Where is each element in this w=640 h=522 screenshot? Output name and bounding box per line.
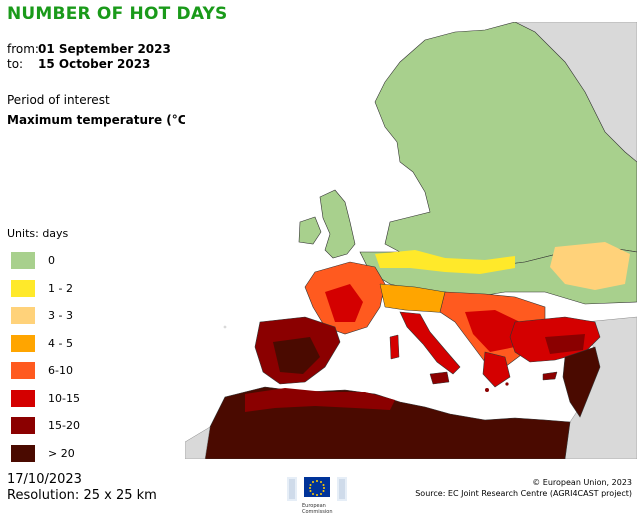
- legend-item: > 20: [7, 440, 80, 468]
- region-italy: [399, 311, 461, 375]
- region-greece: [482, 351, 511, 388]
- legend-swatch: [11, 362, 35, 380]
- region-maghreb-coast: [245, 388, 395, 412]
- legend-item: 1 - 2: [7, 275, 80, 303]
- island-dot: [223, 325, 227, 329]
- legend-label: 4 - 5: [48, 336, 73, 350]
- island-dot: [505, 382, 509, 386]
- legend-swatch: [11, 252, 35, 270]
- legend-label: 10-15: [48, 391, 80, 405]
- legend-item: 10-15: [7, 385, 80, 413]
- from-value: 01 September 2023: [38, 42, 171, 56]
- legend-label: 0: [48, 254, 55, 268]
- europe-map: [184, 21, 638, 460]
- legend-units: Units: days: [7, 227, 69, 240]
- legend: Units: days 0 1 - 2 3 - 3 4 - 5 6-10 10-15 15-…: [7, 227, 80, 467]
- period-block: from: 01 September 2023 to: 15 October 2…: [7, 42, 171, 72]
- ec-logo-text: European Commission: [302, 503, 333, 515]
- region-iberia-extreme: [273, 337, 320, 374]
- region-turkey-hot: [545, 334, 585, 354]
- legend-item: 15-20: [7, 412, 80, 440]
- legend-swatch: [11, 307, 35, 325]
- region-cyprus: [542, 371, 558, 381]
- from-label: from:: [7, 42, 39, 56]
- legend-label: 15-20: [48, 419, 80, 433]
- region-ireland: [298, 216, 322, 245]
- region-sardinia: [389, 334, 400, 360]
- region-balkans-hot: [465, 310, 520, 352]
- island-dot: [485, 388, 489, 392]
- legend-items: 0 1 - 2 3 - 3 4 - 5 6-10 10-15 15-20 > 20: [7, 247, 80, 467]
- to-value: 15 October 2023: [38, 57, 151, 71]
- legend-label: > 20: [48, 446, 75, 460]
- ec-logo: [287, 474, 347, 518]
- period-of-interest-value: Maximum temperature (°C) >= 30: [7, 113, 238, 127]
- map-title: NUMBER OF HOT DAYS: [7, 4, 228, 24]
- eu-flag-icon: [287, 477, 347, 501]
- region-france-hot: [325, 284, 363, 322]
- region-levant: [562, 346, 601, 418]
- issue-date: 17/10/2023: [7, 472, 82, 487]
- legend-item: 0: [7, 247, 80, 275]
- region-uk: [319, 189, 356, 259]
- legend-item: 6-10: [7, 357, 80, 385]
- legend-label: 3 - 3: [48, 309, 73, 323]
- to-label: to:: [7, 57, 24, 71]
- legend-item: 3 - 3: [7, 302, 80, 330]
- legend-label: 1 - 2: [48, 281, 73, 295]
- ec-logo-text-line2: Commission: [302, 509, 333, 515]
- legend-label: 6-10: [48, 364, 73, 378]
- period-of-interest-label: Period of interest: [7, 93, 110, 107]
- region-sicily: [429, 371, 450, 385]
- legend-swatch: [11, 334, 35, 352]
- legend-item: 4 - 5: [7, 330, 80, 358]
- legend-swatch: [11, 417, 35, 435]
- region-ukraine-warm: [550, 242, 630, 290]
- copyright: © European Union, 2023: [532, 478, 632, 487]
- legend-swatch: [11, 389, 35, 407]
- legend-swatch: [11, 444, 35, 462]
- ec-logo-text-line1: European: [302, 503, 326, 509]
- legend-swatch: [11, 279, 35, 297]
- region-yellow-central: [375, 250, 515, 274]
- resolution: Resolution: 25 x 25 km: [7, 488, 157, 503]
- source: Source: EC Joint Research Centre (AGRI4C…: [415, 489, 632, 498]
- map-svg: [184, 21, 638, 460]
